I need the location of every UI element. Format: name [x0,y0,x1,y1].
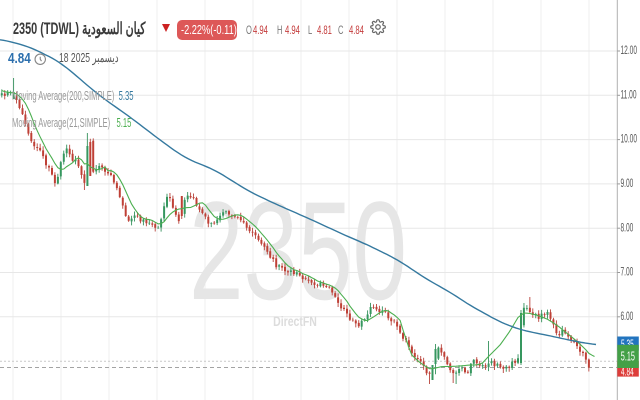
svg-text:6.00: 6.00 [621,310,634,324]
svg-text:8.00: 8.00 [621,221,634,235]
svg-text:11.00: 11.00 [621,88,637,102]
svg-text:4.84: 4.84 [621,365,634,379]
svg-text:10.00: 10.00 [621,133,638,147]
svg-text:7.00: 7.00 [621,266,634,280]
svg-text:5.15: 5.15 [621,349,635,364]
svg-text:DirectFN: DirectFN [273,314,317,330]
svg-text:12.00: 12.00 [621,44,638,58]
svg-text:2350: 2350 [189,173,407,329]
svg-text:9.00: 9.00 [621,177,634,191]
